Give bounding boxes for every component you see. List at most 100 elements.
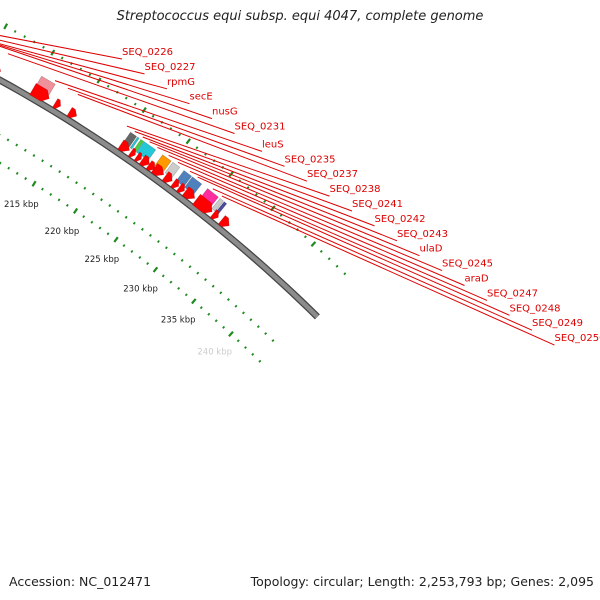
tick-mark (251, 352, 255, 356)
tick-mark (264, 332, 268, 336)
cds-arrow (209, 209, 220, 220)
gene-label: SEQ_0238 (330, 184, 381, 195)
leader-line (212, 188, 533, 331)
tick-mark (151, 114, 155, 118)
topology-text: Topology: circular; Length: 2,253,793 bp… (250, 574, 594, 589)
tick-mark (72, 207, 79, 215)
gene-label: SEQ_0241 (352, 199, 403, 210)
gene-label: SEQ_0245 (442, 259, 493, 270)
cds-arrow (133, 151, 143, 162)
tick-mark (83, 186, 87, 190)
tick-mark (185, 138, 191, 145)
backbone (0, 76, 320, 320)
gene-label: SEQ_0243 (397, 229, 448, 240)
cds-arrow (170, 178, 180, 189)
tick-mark (130, 249, 134, 253)
tick-mark (310, 241, 317, 248)
cds-arrow (217, 215, 230, 228)
tick-mark (184, 293, 188, 297)
cog-block (211, 197, 224, 212)
kbp-label: 225 kbp (84, 255, 119, 265)
tick-mark (236, 339, 240, 343)
cds-arrow (66, 106, 78, 119)
tick-mark (24, 177, 28, 181)
tick-mark (113, 236, 119, 243)
cds-arrow (145, 160, 156, 172)
tick-mark (75, 181, 78, 185)
tick-mark (146, 262, 150, 266)
tick-mark (219, 291, 223, 295)
leader-line (197, 176, 510, 316)
tick-mark (191, 298, 197, 305)
tick-mark (6, 138, 10, 142)
tick-mark (42, 45, 45, 49)
gene-label: SEQ_0231 (235, 122, 286, 133)
tick-mark (241, 311, 245, 315)
tick-mark (41, 187, 44, 191)
tick-mark (31, 180, 37, 187)
tick-mark (82, 215, 86, 219)
tick-mark (228, 331, 234, 337)
tick-mark (207, 312, 211, 316)
tick-mark (335, 264, 339, 268)
tick-mark (124, 215, 128, 219)
accession-text: Accession: NC_012471 (9, 574, 152, 589)
leader-line (7, 53, 235, 134)
tick-mark (15, 171, 19, 175)
leader-line (126, 125, 330, 197)
tick-mark (152, 266, 159, 273)
tick-mark (66, 175, 70, 179)
gene-label: SEQ_0249 (532, 318, 583, 329)
tick-mark (3, 23, 9, 30)
cds-arrow (117, 139, 130, 152)
tick-mark (15, 143, 19, 147)
tick-mark (226, 298, 230, 301)
tick-mark (234, 304, 238, 308)
tick-mark (41, 159, 44, 163)
tick-mark (195, 146, 199, 150)
tick-mark (65, 203, 69, 207)
tick-mark (214, 319, 218, 323)
leader-line (142, 136, 375, 227)
tick-mark (138, 255, 142, 259)
gene-label: SEQ_0248 (510, 303, 561, 314)
tick-mark (256, 325, 260, 329)
tick-mark (106, 84, 110, 88)
tick-mark (180, 258, 184, 262)
tick-mark (156, 240, 160, 244)
cog-block (129, 136, 140, 150)
tick-mark (199, 306, 203, 310)
tick-mark (244, 346, 247, 350)
leader-line (67, 87, 285, 167)
gene-label: nusG (212, 107, 238, 118)
tick-mark (23, 35, 26, 39)
tick-mark (98, 226, 102, 230)
leader-line (149, 141, 398, 242)
tick-mark (49, 164, 53, 168)
cds-arrow (52, 98, 61, 109)
tick-mark (7, 166, 11, 170)
cds-arrow (29, 82, 50, 102)
tick-mark (57, 198, 61, 202)
leader-line (0, 35, 123, 60)
tick-mark (32, 154, 36, 157)
tick-mark (58, 170, 62, 174)
cds-features (0, 67, 230, 228)
leader-line (134, 131, 353, 212)
tick-mark (148, 233, 152, 237)
cds-arrow (191, 193, 213, 214)
tick-mark (88, 73, 92, 77)
tick-mark (13, 29, 17, 33)
leader-line (177, 161, 465, 286)
kbp-label: 235 kbp (161, 316, 196, 326)
kbp-label: 230 kbp (123, 285, 158, 295)
gene-label: araD (465, 274, 489, 285)
gene-label: leuS (262, 139, 284, 150)
leader-line (54, 80, 263, 152)
tick-mark (0, 161, 2, 165)
tick-mark (108, 203, 112, 208)
tick-mark (327, 257, 331, 261)
